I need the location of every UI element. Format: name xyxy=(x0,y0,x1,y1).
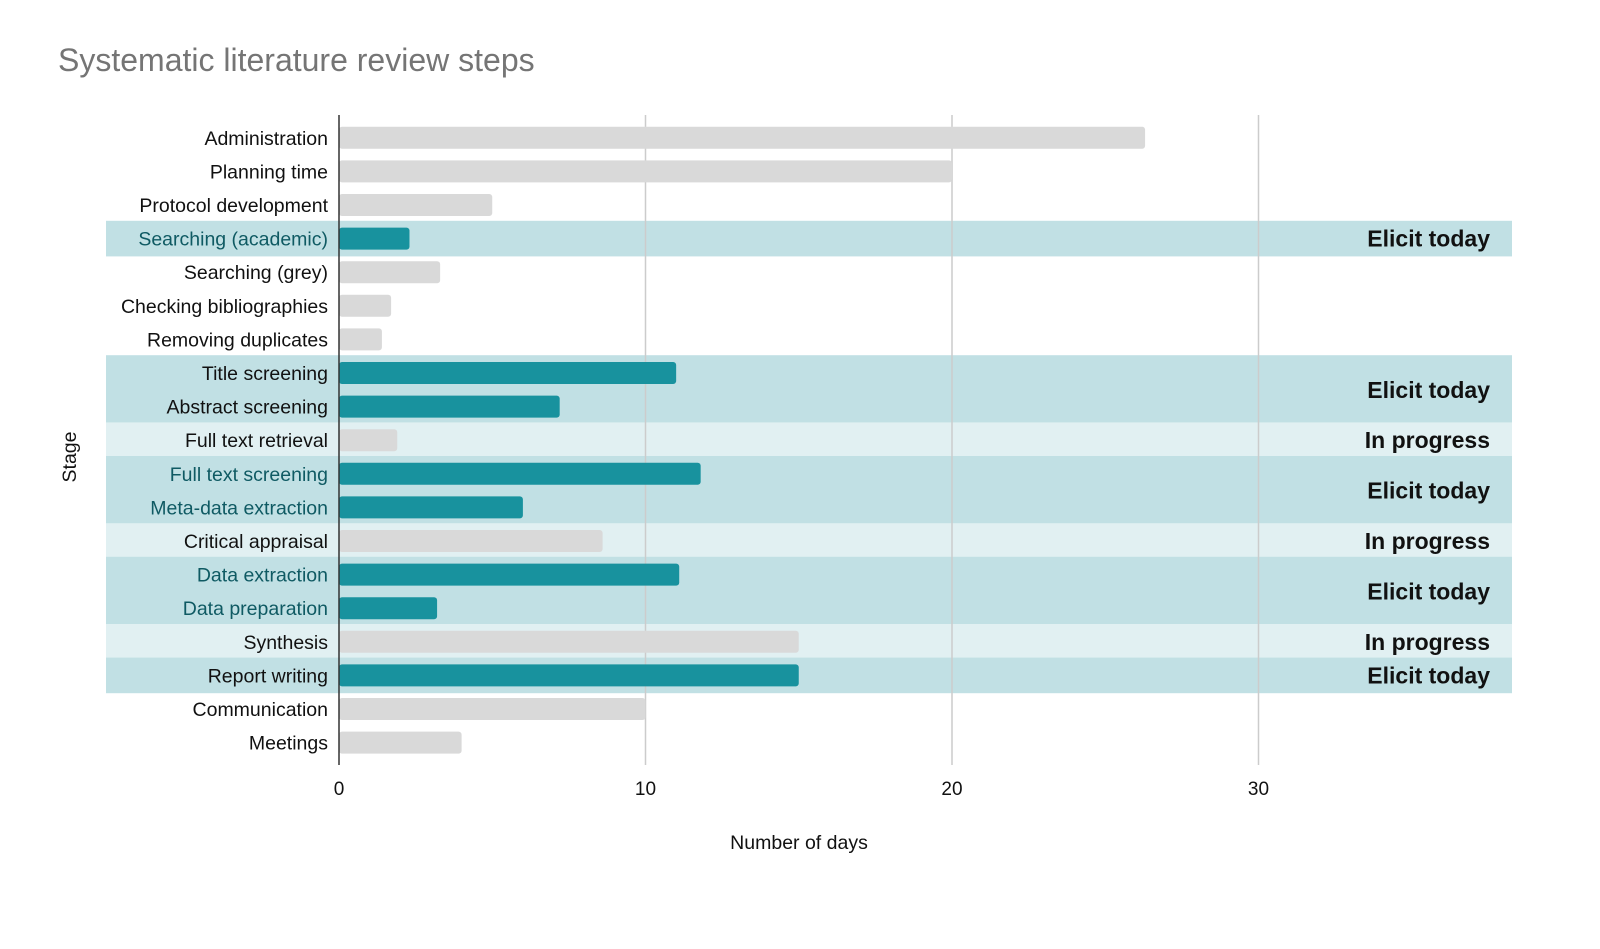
category-label: Abstract screening xyxy=(167,397,329,419)
bar xyxy=(339,328,382,351)
bar xyxy=(339,362,677,384)
band-label: Elicit today xyxy=(1367,377,1490,403)
gridlines xyxy=(644,115,1260,765)
bar xyxy=(339,630,799,653)
x-tick-label: 20 xyxy=(941,779,962,800)
bar xyxy=(339,462,701,485)
bar xyxy=(339,563,680,586)
bar xyxy=(339,496,523,519)
category-label: Searching (academic) xyxy=(138,229,328,251)
x-tick-labels: 0 10 20 30 xyxy=(334,779,1269,800)
x-tick-label: 30 xyxy=(1248,779,1269,800)
y-axis-title: Stage xyxy=(59,432,81,483)
bar xyxy=(339,294,392,317)
bar xyxy=(339,160,952,183)
category-label: Communication xyxy=(193,699,328,721)
band-label: Elicit today xyxy=(1367,578,1490,604)
category-labels: Administration Planning time Protocol deve… xyxy=(121,128,329,755)
highlight-bands xyxy=(106,220,1512,694)
bar xyxy=(339,395,560,418)
category-label: Meta-data extraction xyxy=(150,497,328,519)
bars xyxy=(339,126,1146,754)
category-label: Removing duplicates xyxy=(147,329,328,351)
category-label: Data extraction xyxy=(197,565,328,587)
category-label: Data preparation xyxy=(183,598,328,620)
band-label: Elicit today xyxy=(1367,662,1490,688)
category-label: Searching (grey) xyxy=(184,262,328,284)
bar xyxy=(339,530,603,552)
bar xyxy=(339,261,441,284)
x-tick-label: 0 xyxy=(334,779,345,800)
band-labels: Elicit today Elicit today In progress Elici… xyxy=(1365,226,1490,689)
band-label: In progress xyxy=(1365,629,1490,655)
chart-title: Systematic literature review steps xyxy=(58,42,535,78)
category-label: Planning time xyxy=(210,161,328,183)
band-label: In progress xyxy=(1365,427,1490,453)
category-label: Title screening xyxy=(202,363,328,385)
band-label: In progress xyxy=(1365,528,1490,554)
bar xyxy=(339,126,1146,149)
category-label: Report writing xyxy=(208,665,328,687)
category-label: Meetings xyxy=(249,733,328,755)
category-label: Critical appraisal xyxy=(184,531,328,553)
band-label: Elicit today xyxy=(1367,226,1490,252)
band-label: Elicit today xyxy=(1367,478,1490,504)
bar xyxy=(339,429,398,452)
bar xyxy=(339,664,799,687)
bar xyxy=(339,731,462,754)
bar xyxy=(339,698,646,720)
bar xyxy=(339,194,493,216)
bar xyxy=(339,227,410,250)
category-label: Checking bibliographies xyxy=(121,296,328,318)
x-axis-title: Number of days xyxy=(730,832,868,854)
category-label: Administration xyxy=(204,128,328,150)
x-tick-label: 10 xyxy=(635,779,656,800)
category-label: Full text screening xyxy=(170,464,328,486)
category-label: Protocol development xyxy=(139,195,328,217)
category-label: Synthesis xyxy=(243,632,328,654)
bar xyxy=(339,597,438,620)
category-label: Full text retrieval xyxy=(185,430,328,452)
